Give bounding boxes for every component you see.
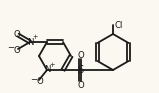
Text: O: O <box>14 29 20 39</box>
Text: S: S <box>77 65 83 75</box>
Text: +: + <box>32 34 38 40</box>
Text: −: − <box>30 74 38 84</box>
Text: Cl: Cl <box>115 20 123 29</box>
Text: N: N <box>44 65 50 74</box>
Text: N: N <box>27 37 33 46</box>
Text: O: O <box>78 81 84 89</box>
Text: O: O <box>14 45 20 54</box>
Text: +: + <box>49 62 55 68</box>
Text: −: − <box>7 43 15 52</box>
Text: O: O <box>78 50 84 60</box>
Text: O: O <box>37 77 43 85</box>
